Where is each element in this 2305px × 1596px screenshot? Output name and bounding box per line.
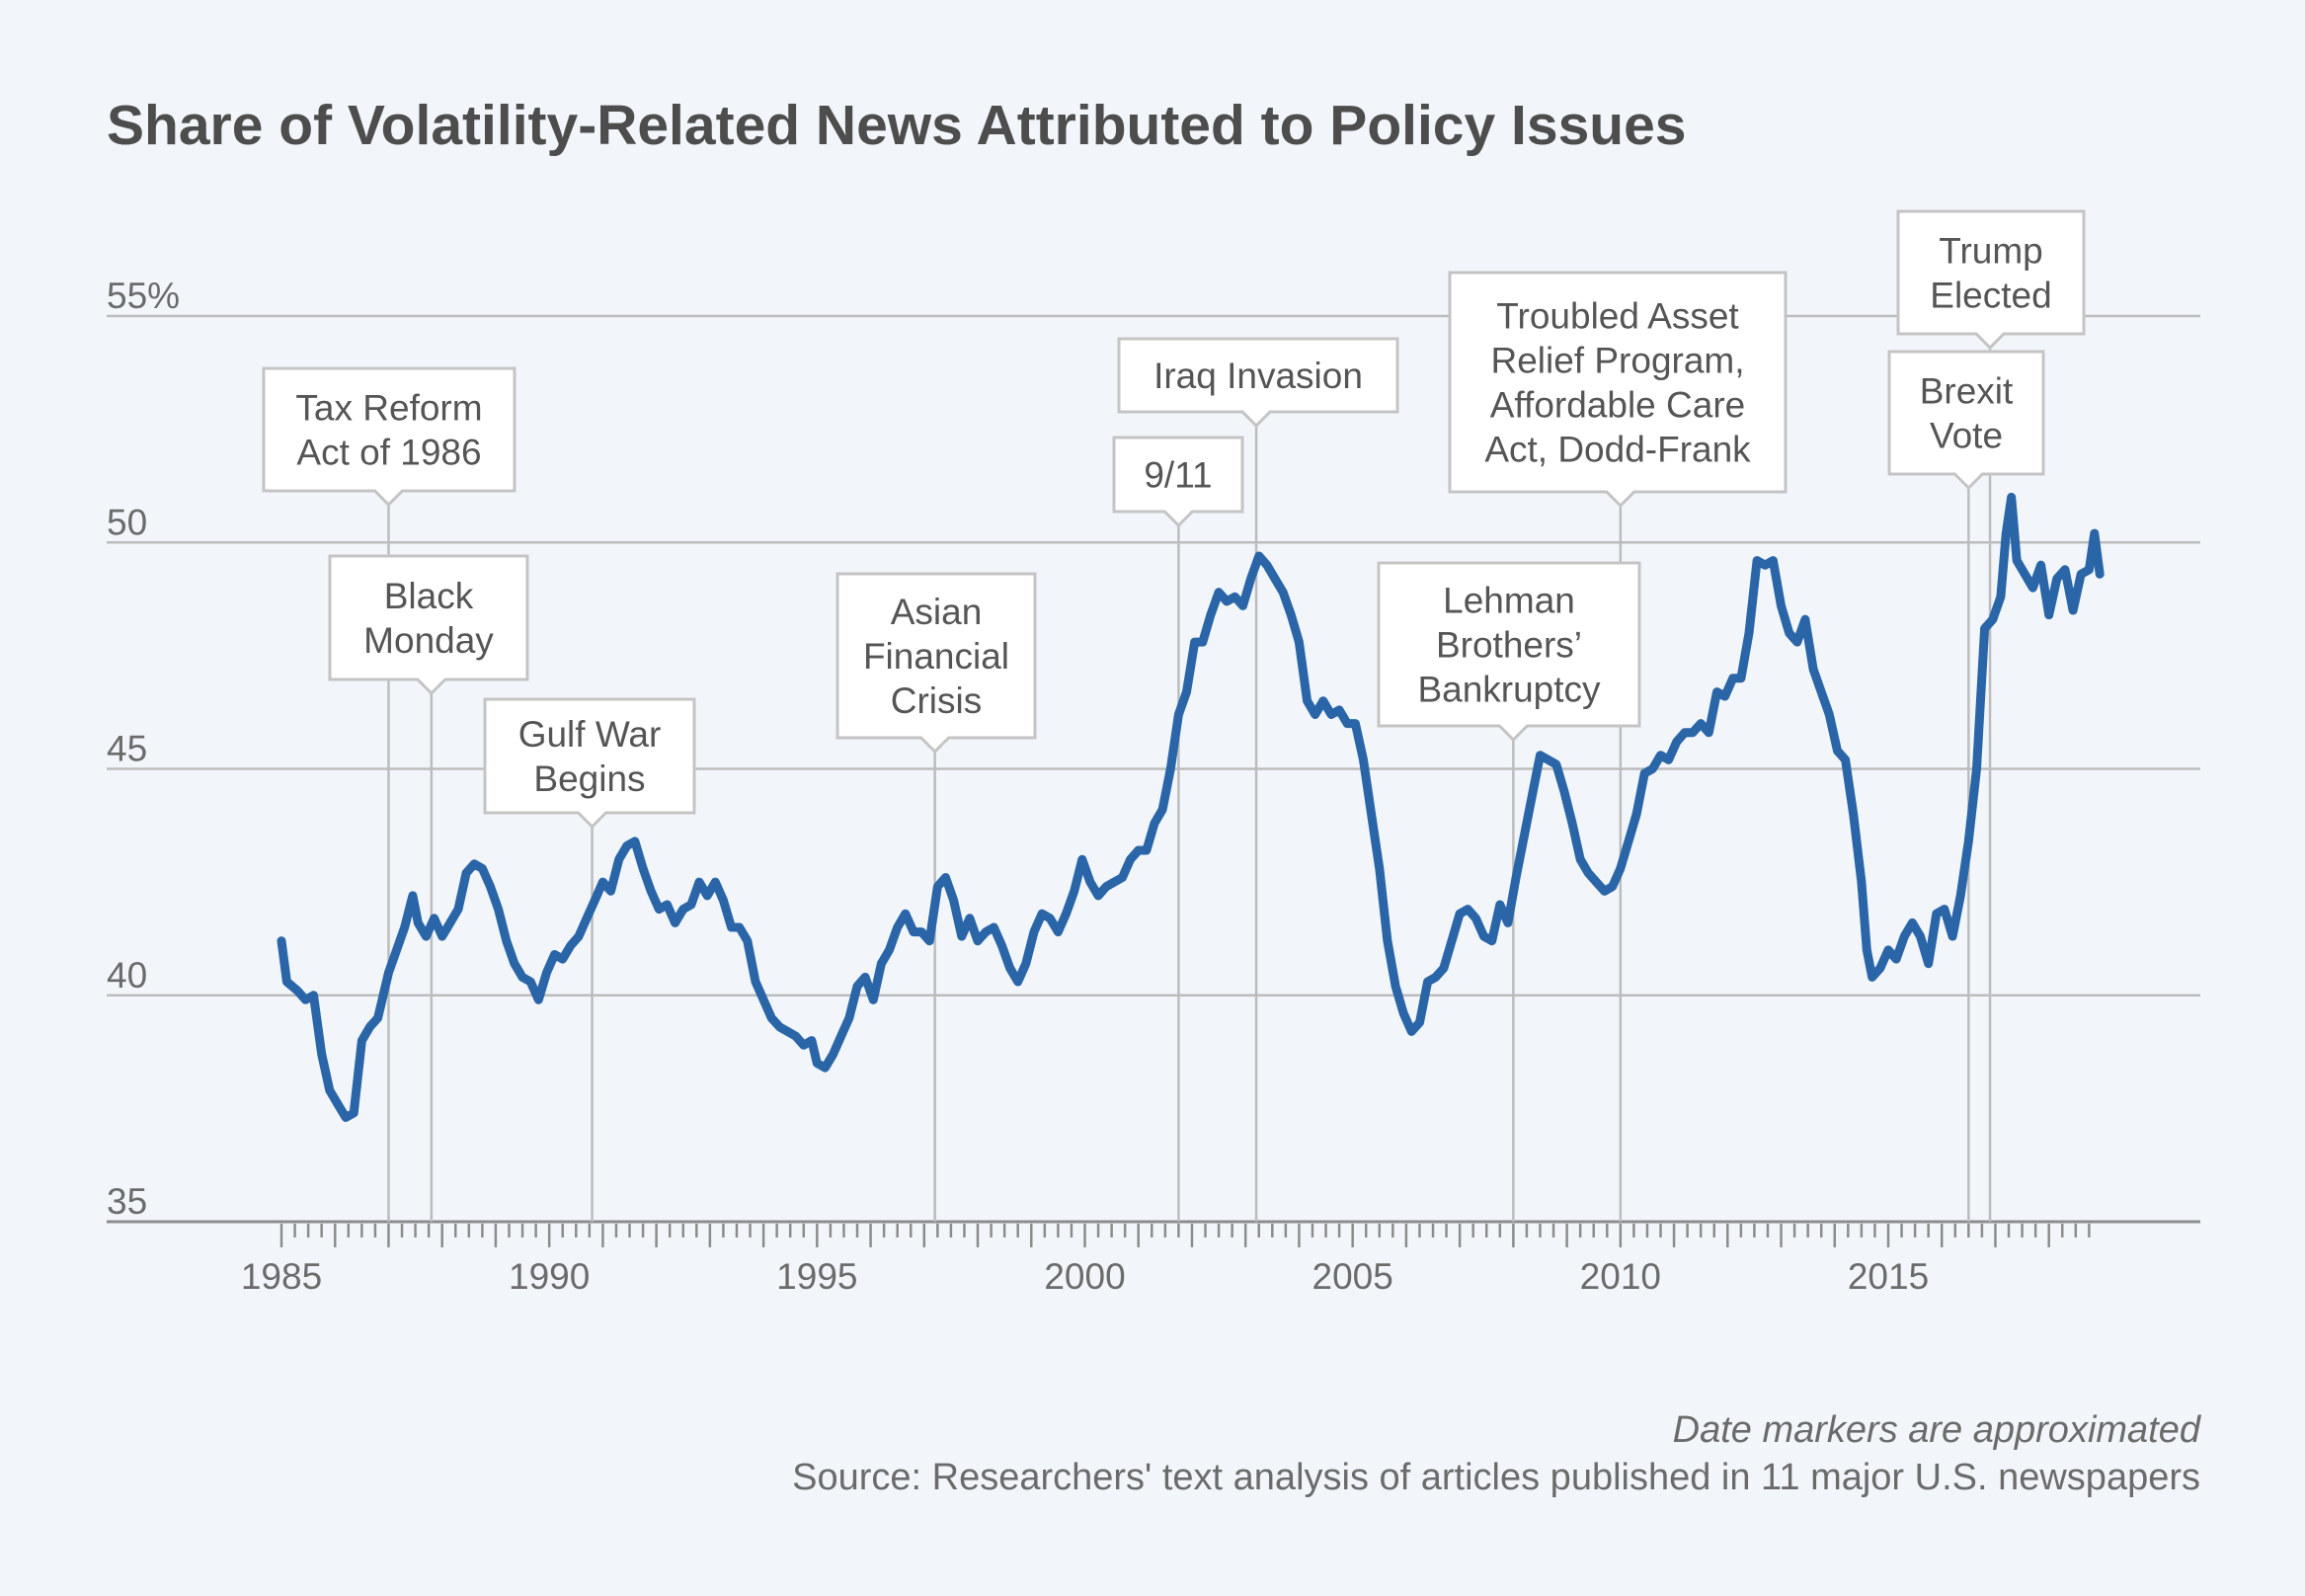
annotation-line: Tax Reform	[295, 388, 482, 429]
source-note: Source: Researchers' text analysis of ar…	[792, 1457, 2200, 1498]
x-tick-label-1990: 1990	[509, 1256, 590, 1297]
annotation-line: Black	[384, 576, 474, 616]
annotation-line: Relief Program,	[1490, 341, 1744, 381]
annotation-line: Lehman	[1443, 581, 1575, 621]
annotation-line: Brothers’	[1436, 625, 1582, 666]
annotation-line: Iraq Invasion	[1153, 356, 1363, 396]
annotation-line: Troubled Asset	[1496, 296, 1739, 337]
gridlines: 35 40 45 50 55%	[107, 276, 2200, 1224]
annotation-line: Vote	[1930, 416, 2003, 456]
y-tick-label-50: 50	[107, 502, 147, 542]
annotation-iraq-invasion: Iraq Invasion	[1117, 337, 1399, 429]
annotation-9-11: 9/11	[1112, 436, 1244, 528]
x-tick-label-2010: 2010	[1580, 1256, 1661, 1297]
annotation-line: 9/11	[1144, 455, 1212, 496]
chart-title: Share of Volatility-Related News Attribu…	[107, 94, 1687, 157]
x-tick-label-1985: 1985	[241, 1256, 322, 1297]
annotation-guide-lines	[387, 348, 1992, 1222]
annotation-line: Asian	[891, 592, 983, 632]
annotation-box	[1377, 561, 1641, 743]
annotation-box	[483, 697, 696, 830]
x-tick-label-1995: 1995	[776, 1256, 857, 1297]
annotation-box	[1448, 271, 1788, 509]
annotation-line: Financial	[863, 636, 1009, 677]
annotation-line: Begins	[533, 758, 645, 799]
y-tick-label-35: 35	[107, 1181, 147, 1222]
annotation-box	[1112, 436, 1244, 528]
y-tick-label-45: 45	[107, 729, 147, 769]
annotation-box	[1117, 337, 1399, 429]
annotation-line: Brexit	[1920, 371, 2014, 412]
annotation-line: Trump	[1939, 231, 2043, 272]
x-tick-label-2005: 2005	[1312, 1256, 1393, 1297]
x-axis: 1985 1990 1995 2000 2005 2010 2015	[241, 1224, 2091, 1297]
date-markers-note: Date markers are approximated	[1673, 1409, 2202, 1451]
annotation-line: Act of 1986	[296, 433, 481, 473]
annotation-line: Elected	[1930, 276, 2051, 316]
annotation-line: Crisis	[891, 680, 982, 721]
x-tick-label-2000: 2000	[1044, 1256, 1125, 1297]
annotation-line: Act, Dodd-Frank	[1484, 430, 1751, 470]
y-tick-label-40: 40	[107, 955, 147, 996]
annotation-box	[835, 572, 1037, 755]
y-tick-label-55: 55%	[107, 276, 180, 316]
series-line-0	[277, 492, 2105, 1122]
annotation-box	[1887, 350, 2045, 491]
annotation-line: Affordable Care	[1490, 385, 1745, 426]
annotation-box	[328, 554, 529, 696]
x-tick-label-2015: 2015	[1848, 1256, 1929, 1297]
annotation-box	[1896, 209, 2086, 351]
annotation-line: Monday	[363, 620, 494, 661]
plot-area	[277, 492, 2105, 1122]
annotation-line: Gulf War	[518, 714, 662, 755]
annotation-line: Bankruptcy	[1417, 670, 1601, 710]
annotation-box	[262, 366, 517, 508]
